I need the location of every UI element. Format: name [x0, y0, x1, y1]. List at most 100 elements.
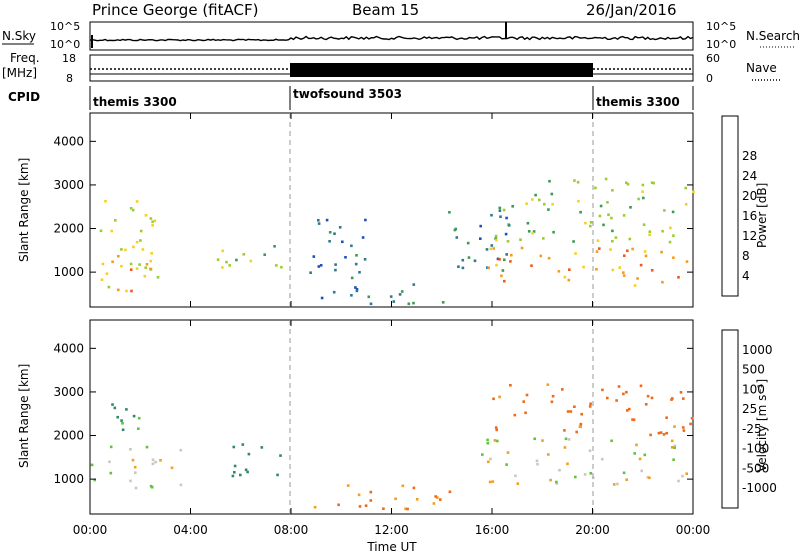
velocity-patches-cell-5-7	[689, 422, 692, 426]
power-patches-cell-0-30	[129, 207, 133, 210]
velocity-patches-cell-5-39	[670, 398, 673, 401]
power-patches-cell-7-1	[629, 206, 632, 209]
power-patches-cell-5-25	[511, 205, 514, 208]
power-patches-cell-7-55	[611, 229, 614, 233]
velocity-patches-cell-1-4	[137, 427, 140, 430]
power-patches-cell-3-5	[344, 256, 347, 259]
velocity-patches-cell-5-27	[659, 431, 663, 434]
velocity-patches-cell-1-9	[116, 415, 119, 419]
power-patches-cell-2-10	[221, 266, 224, 269]
power-patches-cell-7-41	[650, 181, 654, 184]
power-patches-cell-6-36	[495, 263, 498, 267]
power-patches-cell-0-23	[100, 278, 104, 281]
velocity-patches-cell-3-8	[357, 493, 361, 497]
power-patches-cell-0-7	[107, 285, 111, 289]
xtick-label-1: 04:00	[173, 523, 208, 537]
velocity-patches-cell-4-8	[685, 472, 688, 475]
power-patches-cell-7-43	[684, 186, 687, 190]
power-patches-cell-3-20	[317, 265, 321, 268]
velocity-patches-cell-5-49	[606, 396, 609, 400]
velocity-patches-cell-3-16	[394, 497, 397, 501]
velocity-patches-cell-4-12	[533, 437, 536, 441]
power-patches-cell-1-3	[145, 263, 149, 266]
velocity-patches-cell-3-1	[382, 507, 385, 510]
velocity-patches-cell-5-42	[644, 403, 648, 406]
velocity-patches-cell-3-4	[404, 507, 407, 511]
power-patches-cell-6-25	[503, 279, 506, 283]
power-patches-cell-0-29	[149, 259, 152, 263]
freq-label: Freq.	[10, 51, 40, 65]
velocity-patches-cell-5-21	[575, 430, 578, 434]
power-patches-cell-0-25	[104, 199, 107, 203]
velocity-patches-cell-1-5	[137, 416, 141, 420]
velocity-patches-cell-0-8	[151, 462, 155, 466]
power-patches-cell-7-30	[577, 199, 580, 203]
velocity-patches-cell-5-15	[639, 384, 643, 388]
velocity-patches-cell-5-12	[679, 391, 683, 394]
velocity-patches-cell-4-32	[633, 452, 636, 455]
velocity-patches-cell-0-15	[129, 448, 132, 451]
power-patches-cell-3-11	[334, 268, 337, 272]
power-patches-cell-0-16	[125, 289, 128, 293]
power-patches-cell-7-58	[495, 238, 498, 242]
velocity-patches-cell-0-14	[151, 458, 155, 462]
power-patches-cell-2-1	[228, 264, 231, 267]
power-patches-cell-6-2	[622, 271, 625, 274]
velocity-patches-cell-0-6	[149, 484, 153, 488]
power-patches-cell-6-9	[582, 265, 585, 269]
power-patches-cell-6-11	[539, 254, 543, 258]
power-patches-cell-7-48	[552, 230, 555, 234]
power-patches-cell-3-7	[358, 271, 361, 274]
power-patches-cell-7-4	[551, 203, 554, 206]
velocity-patches-cell-5-22	[573, 405, 576, 408]
velocity-patches-cell-4-22	[541, 439, 544, 442]
power-patches-cell-6-17	[509, 260, 512, 263]
velocity-patches-cell-4-2	[566, 462, 569, 466]
power-patches-cell-6-5	[631, 247, 634, 251]
power-patches-cell-7-34	[626, 182, 630, 186]
power-patches-cell-0-14	[138, 263, 141, 266]
power-patches-cell-6-38	[661, 280, 664, 284]
power-patches-cell-7-29	[671, 210, 675, 214]
velocity-patches-cell-0-9	[133, 465, 137, 469]
power-patches-cell-0-0	[151, 224, 154, 227]
velocity-patches-cell-4-48	[616, 482, 619, 486]
cpid-segment-2: twofsound 3503	[293, 87, 402, 101]
velocity-patches-cell-0-20	[170, 466, 174, 470]
power-patches-cell-5-12	[448, 211, 451, 214]
velocity-patches-cell-5-38	[588, 405, 592, 408]
power-patches-cell-7-57	[669, 226, 672, 230]
velocity-patches-cell-3-17	[434, 495, 437, 498]
power-patches-cell-7-65	[548, 179, 551, 183]
power-patches-cell-7-59	[622, 214, 626, 217]
velocity-patches-cell-5-34	[665, 416, 668, 419]
velocity-patches-cell-3-0	[369, 499, 373, 502]
velocity-patches-cell-5-50	[622, 392, 625, 396]
power-patches-cell-6-15	[530, 264, 533, 267]
freq-left-tick-bottom: 8	[66, 72, 73, 85]
velocity-patches-cell-4-16	[506, 451, 510, 454]
power-ytick-label-3: 4000	[53, 134, 84, 148]
velocity-patches-cell-0-12	[154, 460, 157, 464]
power-patches-cell-6-13	[611, 268, 615, 272]
velocity-patches-cell-5-36	[649, 433, 652, 437]
power-patches-cell-5-10	[503, 258, 506, 262]
power-patches-cell-7-24	[663, 209, 666, 212]
velocity-patches-cell-1-6	[113, 406, 117, 410]
power-patches-cell-7-0	[589, 224, 592, 228]
nave-right-tick-top: 60	[706, 52, 720, 65]
velocity-patches-cell-3-2	[313, 505, 317, 509]
velocity-patches-cell-4-3	[574, 475, 577, 479]
power-patches-cell-6-28	[609, 248, 612, 251]
velocity-panel-frame	[89, 319, 694, 515]
velocity-patches-cell-5-18	[524, 411, 527, 415]
velocity-patches-cell-4-18	[612, 483, 616, 486]
power-patches-cell-4-5	[355, 289, 359, 293]
power-patches-cell-7-28	[506, 240, 510, 243]
power-patches-cell-7-26	[526, 221, 530, 225]
power-patches-cell-7-13	[611, 239, 614, 243]
power-patches-cell-7-33	[579, 210, 582, 214]
power-colorbar-label-3: 16	[742, 209, 757, 223]
power-patches-cell-0-28	[139, 229, 143, 233]
velocity-patches-cell-4-7	[549, 478, 552, 482]
